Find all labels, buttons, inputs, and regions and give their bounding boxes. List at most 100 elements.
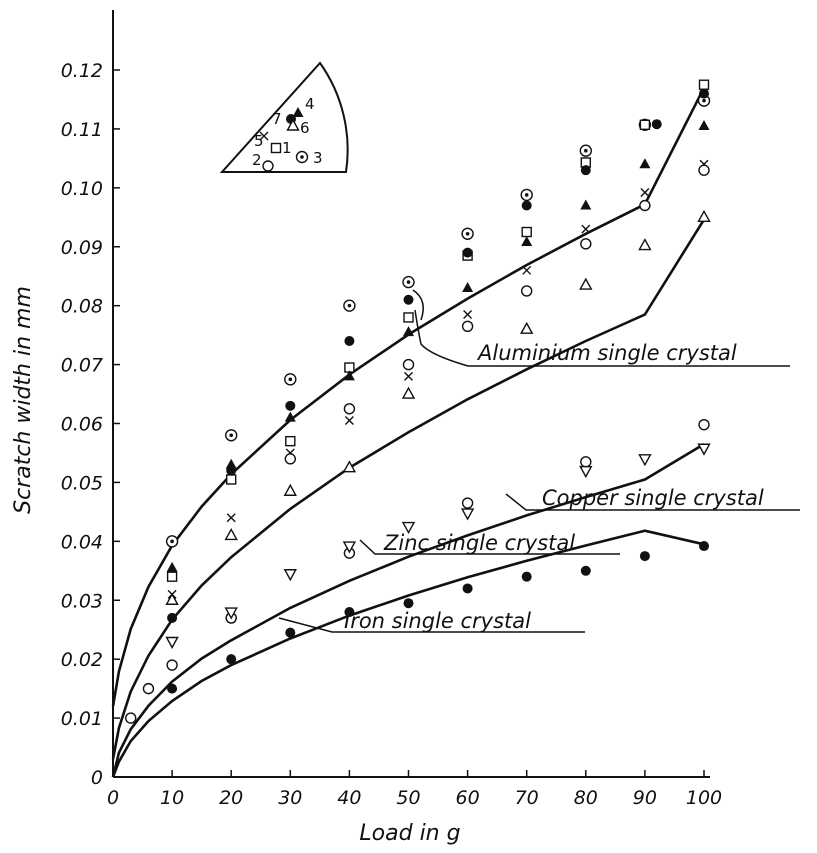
x-tick-label: 60	[456, 787, 480, 809]
marker-inverted-triangle	[165, 636, 179, 649]
marker-circle-dot	[224, 429, 238, 442]
marker-filled-circle	[344, 607, 355, 618]
y-tick-label: 0.02	[61, 649, 103, 671]
marker-filled-triangle	[698, 119, 710, 130]
marker-square	[225, 474, 237, 485]
marker-open-circle	[262, 160, 274, 172]
marker-circle-dot	[165, 535, 179, 548]
marker-open-triangle	[342, 460, 357, 473]
x-tick-label: 50	[396, 787, 420, 809]
marker-filled-circle	[285, 400, 296, 411]
y-tick-label: 0.01	[61, 708, 103, 730]
marker-filled-circle	[226, 654, 237, 665]
fitted-curves	[111, 87, 706, 778]
marker-filled-triangle	[639, 158, 651, 169]
marker-open-circle	[142, 682, 155, 695]
marker-open-circle	[521, 285, 533, 297]
marker-filled-circle	[462, 583, 473, 594]
marker-circle-dot	[461, 227, 474, 240]
x-axis-title: Load in g	[359, 821, 460, 846]
marker-square	[521, 226, 532, 238]
marker-open-circle	[461, 320, 474, 332]
marker-circle-dot	[295, 150, 309, 164]
y-axis-title: Scratch width in mm	[11, 286, 36, 514]
marker-inverted-triangle	[342, 541, 357, 554]
x-tick-label: 0	[107, 787, 119, 809]
marker-square	[403, 312, 414, 323]
marker-open-circle	[580, 456, 592, 468]
marker-filled-circle	[285, 627, 296, 638]
marker-cross	[226, 513, 236, 523]
marker-filled-triangle	[403, 326, 414, 337]
orientation-key-markers	[259, 107, 309, 172]
marker-circle-dot	[697, 94, 711, 107]
marker-open-circle	[639, 199, 651, 212]
marker-open-circle	[698, 418, 710, 431]
marker-inverted-triangle	[697, 443, 711, 456]
marker-filled-circle	[580, 565, 591, 576]
key-label-6: 6	[300, 119, 310, 137]
marker-open-circle	[402, 358, 415, 371]
marker-square	[285, 435, 296, 447]
marker-cross	[581, 224, 591, 234]
marker-inverted-triangle	[638, 454, 652, 467]
y-tick-label: 0.11	[61, 119, 103, 141]
marker-filled-triangle	[225, 458, 237, 469]
callout-lines	[278, 289, 800, 633]
marker-open-triangle	[401, 386, 416, 399]
marker-open-triangle	[579, 277, 593, 290]
y-tick-label: 0.08	[61, 296, 103, 318]
marker-filled-triangle	[462, 281, 474, 292]
marker-open-circle	[125, 712, 137, 724]
marker-filled-circle	[580, 165, 591, 176]
y-tick-label: 0.10	[61, 178, 103, 200]
marker-open-triangle	[520, 321, 534, 334]
key-label-3: 3	[313, 149, 323, 167]
marker-filled-triangle	[284, 411, 296, 422]
y-tick-label: 0.06	[61, 414, 103, 436]
marker-open-triangle	[165, 592, 179, 605]
marker-inverted-triangle	[283, 569, 297, 582]
x-tick-label: 30	[278, 787, 302, 809]
annotation-zinc: Zinc single crystal	[383, 531, 575, 555]
marker-cross	[522, 265, 532, 275]
y-tick-label: 0.12	[61, 60, 103, 82]
marker-inverted-triangle	[401, 521, 416, 535]
marker-inverted-triangle	[579, 465, 593, 479]
key-label-2: 2	[252, 151, 262, 169]
x-tick-label: 40	[337, 787, 361, 809]
marker-cross	[404, 371, 413, 381]
marker-open-triangle	[697, 209, 711, 222]
marker-filled-circle	[167, 612, 178, 623]
marker-filled-circle	[403, 598, 414, 609]
axis-ticks: 0 10 20 30 40 50 60 70 80 90 100 0 0.01 0.02 0.03 0.04 0…	[61, 60, 722, 809]
marker-filled-triangle	[521, 236, 533, 247]
callout-zinc	[359, 539, 620, 555]
y-tick-label: 0	[91, 767, 103, 789]
marker-open-circle	[284, 453, 296, 465]
marker-open-circle	[461, 497, 474, 509]
marker-circle-dot	[402, 275, 415, 289]
key-label-4: 4	[305, 95, 315, 113]
marker-open-triangle	[224, 527, 238, 541]
data-markers	[125, 79, 711, 724]
key-label-5: 5	[254, 132, 264, 150]
marker-filled-circle	[699, 88, 709, 99]
orientation-key-sector	[219, 61, 349, 173]
curve-copper-zinc	[111, 442, 705, 778]
marker-open-circle	[166, 659, 178, 671]
marker-filled-circle	[403, 294, 414, 305]
curve-aluminium-lower	[111, 218, 706, 760]
x-tick-label: 80	[574, 787, 598, 809]
y-tick-label: 0.03	[61, 590, 103, 612]
marker-circle-dot	[579, 144, 592, 157]
x-tick-label: 100	[686, 787, 722, 809]
x-tick-label: 10	[160, 787, 184, 809]
marker-filled-triangle	[580, 199, 592, 210]
marker-inverted-triangle	[224, 607, 238, 620]
marker-filled-circle	[344, 336, 355, 347]
marker-filled-triangle	[343, 370, 355, 381]
marker-cross	[463, 310, 473, 319]
axes	[112, 10, 710, 778]
marker-open-circle	[343, 403, 356, 415]
